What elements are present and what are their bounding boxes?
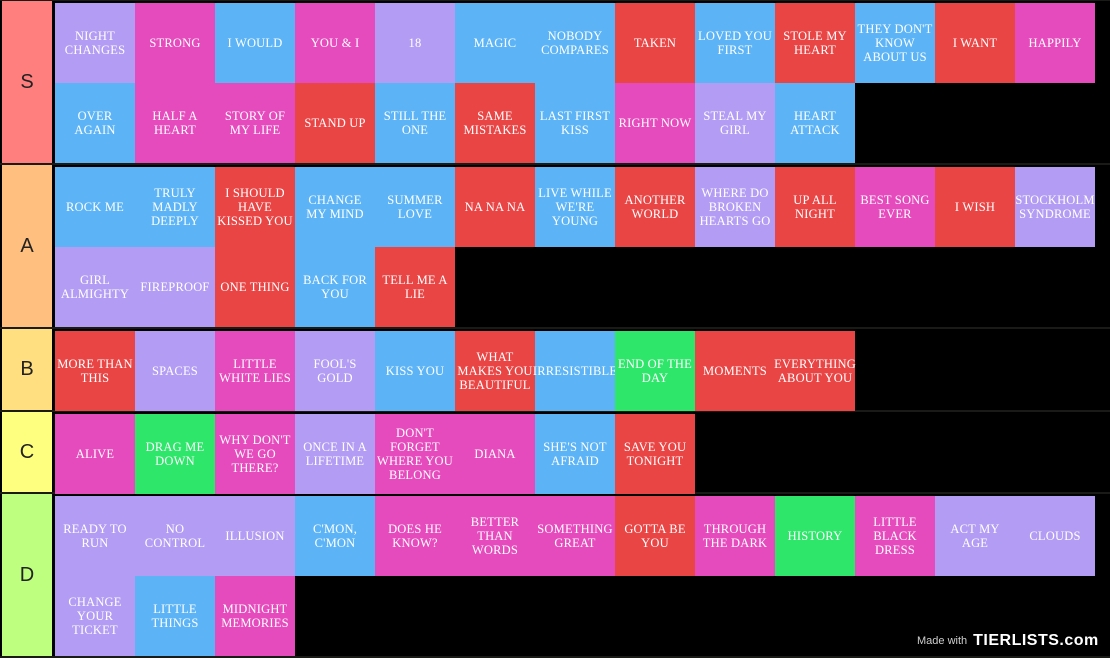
made-with-tierlists-watermark[interactable]: Made with TIERLISTS.com	[908, 626, 1108, 656]
tier-item[interactable]: UP ALL NIGHT	[775, 167, 855, 247]
tier-item[interactable]: BACK FOR YOU	[295, 247, 375, 327]
tier-item[interactable]: LITTLE WHITE LIES	[215, 331, 295, 411]
tier-row-s: S NIGHT CHANGES STRONG I WOULD YOU & I 18 MAG…	[0, 1, 1110, 163]
tier-item[interactable]: TRULY MADLY DEEPLY	[135, 167, 215, 247]
tier-item[interactable]: TELL ME A LIE	[375, 247, 455, 327]
tier-row-d: D READY TO RUN NO CONTROL ILLUSION C'MON, C…	[0, 494, 1110, 656]
tier-item[interactable]: CHANGE MY MIND	[295, 167, 375, 247]
tier-item[interactable]: RIGHT NOW	[615, 83, 695, 163]
tier-item[interactable]: STORY OF MY LIFE	[215, 83, 295, 163]
tier-item[interactable]: LAST FIRST KISS	[535, 83, 615, 163]
tier-item[interactable]: 18	[375, 3, 455, 83]
made-with-text: Made with	[917, 635, 968, 647]
tier-item[interactable]: STOLE MY HEART	[775, 3, 855, 83]
tierlists-logo: TIERLISTS.com	[973, 632, 1099, 649]
tier-item[interactable]: STILL THE ONE	[375, 83, 455, 163]
tier-row-a: A ROCK ME TRULY MADLY DEEPLY I SHOULD HAVE…	[0, 165, 1110, 327]
tier-item[interactable]: STAND UP	[295, 83, 375, 163]
tier-item[interactable]: SPACES	[135, 331, 215, 411]
tier-item[interactable]: KISS YOU	[375, 331, 455, 411]
tier-item[interactable]: I WOULD	[215, 3, 295, 83]
tier-item[interactable]: LITTLE BLACK DRESS	[855, 496, 935, 576]
tier-item[interactable]: STRONG	[135, 3, 215, 83]
tier-item[interactable]: END OF THE DAY	[615, 331, 695, 411]
tier-item[interactable]: WHAT MAKES YOU BEAUTIFUL	[455, 331, 535, 411]
tier-item[interactable]: DON'T FORGET WHERE YOU BELONG	[375, 414, 455, 494]
tier-row-b: B MORE THAN THIS SPACES LITTLE WHITE LIES F…	[0, 329, 1110, 411]
tier-item[interactable]: GIRL ALMIGHTY	[55, 247, 135, 327]
tier-label[interactable]: B	[2, 329, 52, 410]
tier-item[interactable]: MOMENTS	[695, 331, 775, 411]
tier-item[interactable]: CLOUDS	[1015, 496, 1095, 576]
tier-items: MORE THAN THIS SPACES LITTLE WHITE LIES FOO…	[55, 331, 1095, 411]
tier-items: ALIVE DRAG ME DOWN WHY DON'T WE GO THERE? O…	[55, 414, 1095, 494]
tier-item[interactable]: SAME MISTAKES	[455, 83, 535, 163]
tier-label[interactable]: D	[2, 494, 52, 656]
tier-item[interactable]: STOCKHOLM SYNDROME	[1015, 167, 1095, 247]
tier-item[interactable]: NA NA NA	[455, 167, 535, 247]
tier-item[interactable]: ALIVE	[55, 414, 135, 494]
tier-item[interactable]: YOU & I	[295, 3, 375, 83]
tier-item[interactable]: OVER AGAIN	[55, 83, 135, 163]
tier-item[interactable]: NO CONTROL	[135, 496, 215, 576]
tier-item[interactable]: I SHOULD HAVE KISSED YOU	[215, 167, 295, 247]
tier-items: READY TO RUN NO CONTROL ILLUSION C'MON, C'M…	[55, 496, 1095, 656]
tier-item[interactable]: ROCK ME	[55, 167, 135, 247]
tier-item[interactable]: ONE THING	[215, 247, 295, 327]
tier-item[interactable]: NOBODY COMPARES	[535, 3, 615, 83]
tier-item[interactable]: MAGIC	[455, 3, 535, 83]
tier-item[interactable]: C'MON, C'MON	[295, 496, 375, 576]
tier-label[interactable]: A	[2, 165, 52, 327]
tier-item[interactable]: ANOTHER WORLD	[615, 167, 695, 247]
tier-item[interactable]: FOOL'S GOLD	[295, 331, 375, 411]
tier-item[interactable]: I WISH	[935, 167, 1015, 247]
tier-item[interactable]: DOES HE KNOW?	[375, 496, 455, 576]
tier-item[interactable]: TAKEN	[615, 3, 695, 83]
tier-item[interactable]: DIANA	[455, 414, 535, 494]
tier-item[interactable]: GOTTA BE YOU	[615, 496, 695, 576]
tier-item[interactable]: STEAL MY GIRL	[695, 83, 775, 163]
tier-item[interactable]: READY TO RUN	[55, 496, 135, 576]
tier-item[interactable]: BETTER THAN WORDS	[455, 496, 535, 576]
tier-item[interactable]: HISTORY	[775, 496, 855, 576]
tier-item[interactable]: LOVED YOU FIRST	[695, 3, 775, 83]
tier-item[interactable]: NIGHT CHANGES	[55, 3, 135, 83]
tier-item[interactable]: ILLUSION	[215, 496, 295, 576]
tier-item[interactable]: SHE'S NOT AFRAID	[535, 414, 615, 494]
tier-item[interactable]: WHY DON'T WE GO THERE?	[215, 414, 295, 494]
tier-item[interactable]: THEY DON'T KNOW ABOUT US	[855, 3, 935, 83]
tier-item[interactable]: IRRESISTIBLE	[533, 331, 617, 411]
tier-item[interactable]: ONCE IN A LIFETIME	[295, 414, 375, 494]
tier-item[interactable]: SAVE YOU TONIGHT	[615, 414, 695, 494]
tier-items: NIGHT CHANGES STRONG I WOULD YOU & I 18 MAGIC…	[55, 3, 1095, 163]
tier-item[interactable]: WHERE DO BROKEN HEARTS GO	[695, 167, 775, 247]
tier-item[interactable]: FIREPROOF	[135, 247, 215, 327]
tier-item[interactable]: THROUGH THE DARK	[695, 496, 775, 576]
tier-row-c: C ALIVE DRAG ME DOWN WHY DON'T WE GO THERE…	[0, 412, 1110, 494]
tier-label[interactable]: S	[2, 1, 52, 163]
tier-item[interactable]: MIDNIGHT MEMORIES	[215, 576, 295, 656]
tier-item[interactable]: LIVE WHILE WE'RE YOUNG	[535, 167, 615, 247]
tier-item[interactable]: CHANGE YOUR TICKET	[55, 576, 135, 656]
tier-item[interactable]: SUMMER LOVE	[375, 167, 455, 247]
tier-item[interactable]: DRAG ME DOWN	[135, 414, 215, 494]
tier-item[interactable]: LITTLE THINGS	[135, 576, 215, 656]
tier-items: ROCK ME TRULY MADLY DEEPLY I SHOULD HAVE K…	[55, 167, 1095, 327]
tier-item[interactable]: ACT MY AGE	[935, 496, 1015, 576]
tier-item[interactable]: BEST SONG EVER	[855, 167, 935, 247]
tier-item[interactable]: I WANT	[935, 3, 1015, 83]
tier-item[interactable]: SOMETHING GREAT	[535, 496, 615, 576]
tier-label[interactable]: C	[2, 412, 52, 492]
tier-item[interactable]: HALF A HEART	[135, 83, 215, 163]
tier-item[interactable]: MORE THAN THIS	[55, 331, 135, 411]
tier-item[interactable]: HEART ATTACK	[775, 83, 855, 163]
tier-item[interactable]: HAPPILY	[1015, 3, 1095, 83]
tier-item[interactable]: EVERYTHING ABOUT YOU	[774, 331, 856, 411]
